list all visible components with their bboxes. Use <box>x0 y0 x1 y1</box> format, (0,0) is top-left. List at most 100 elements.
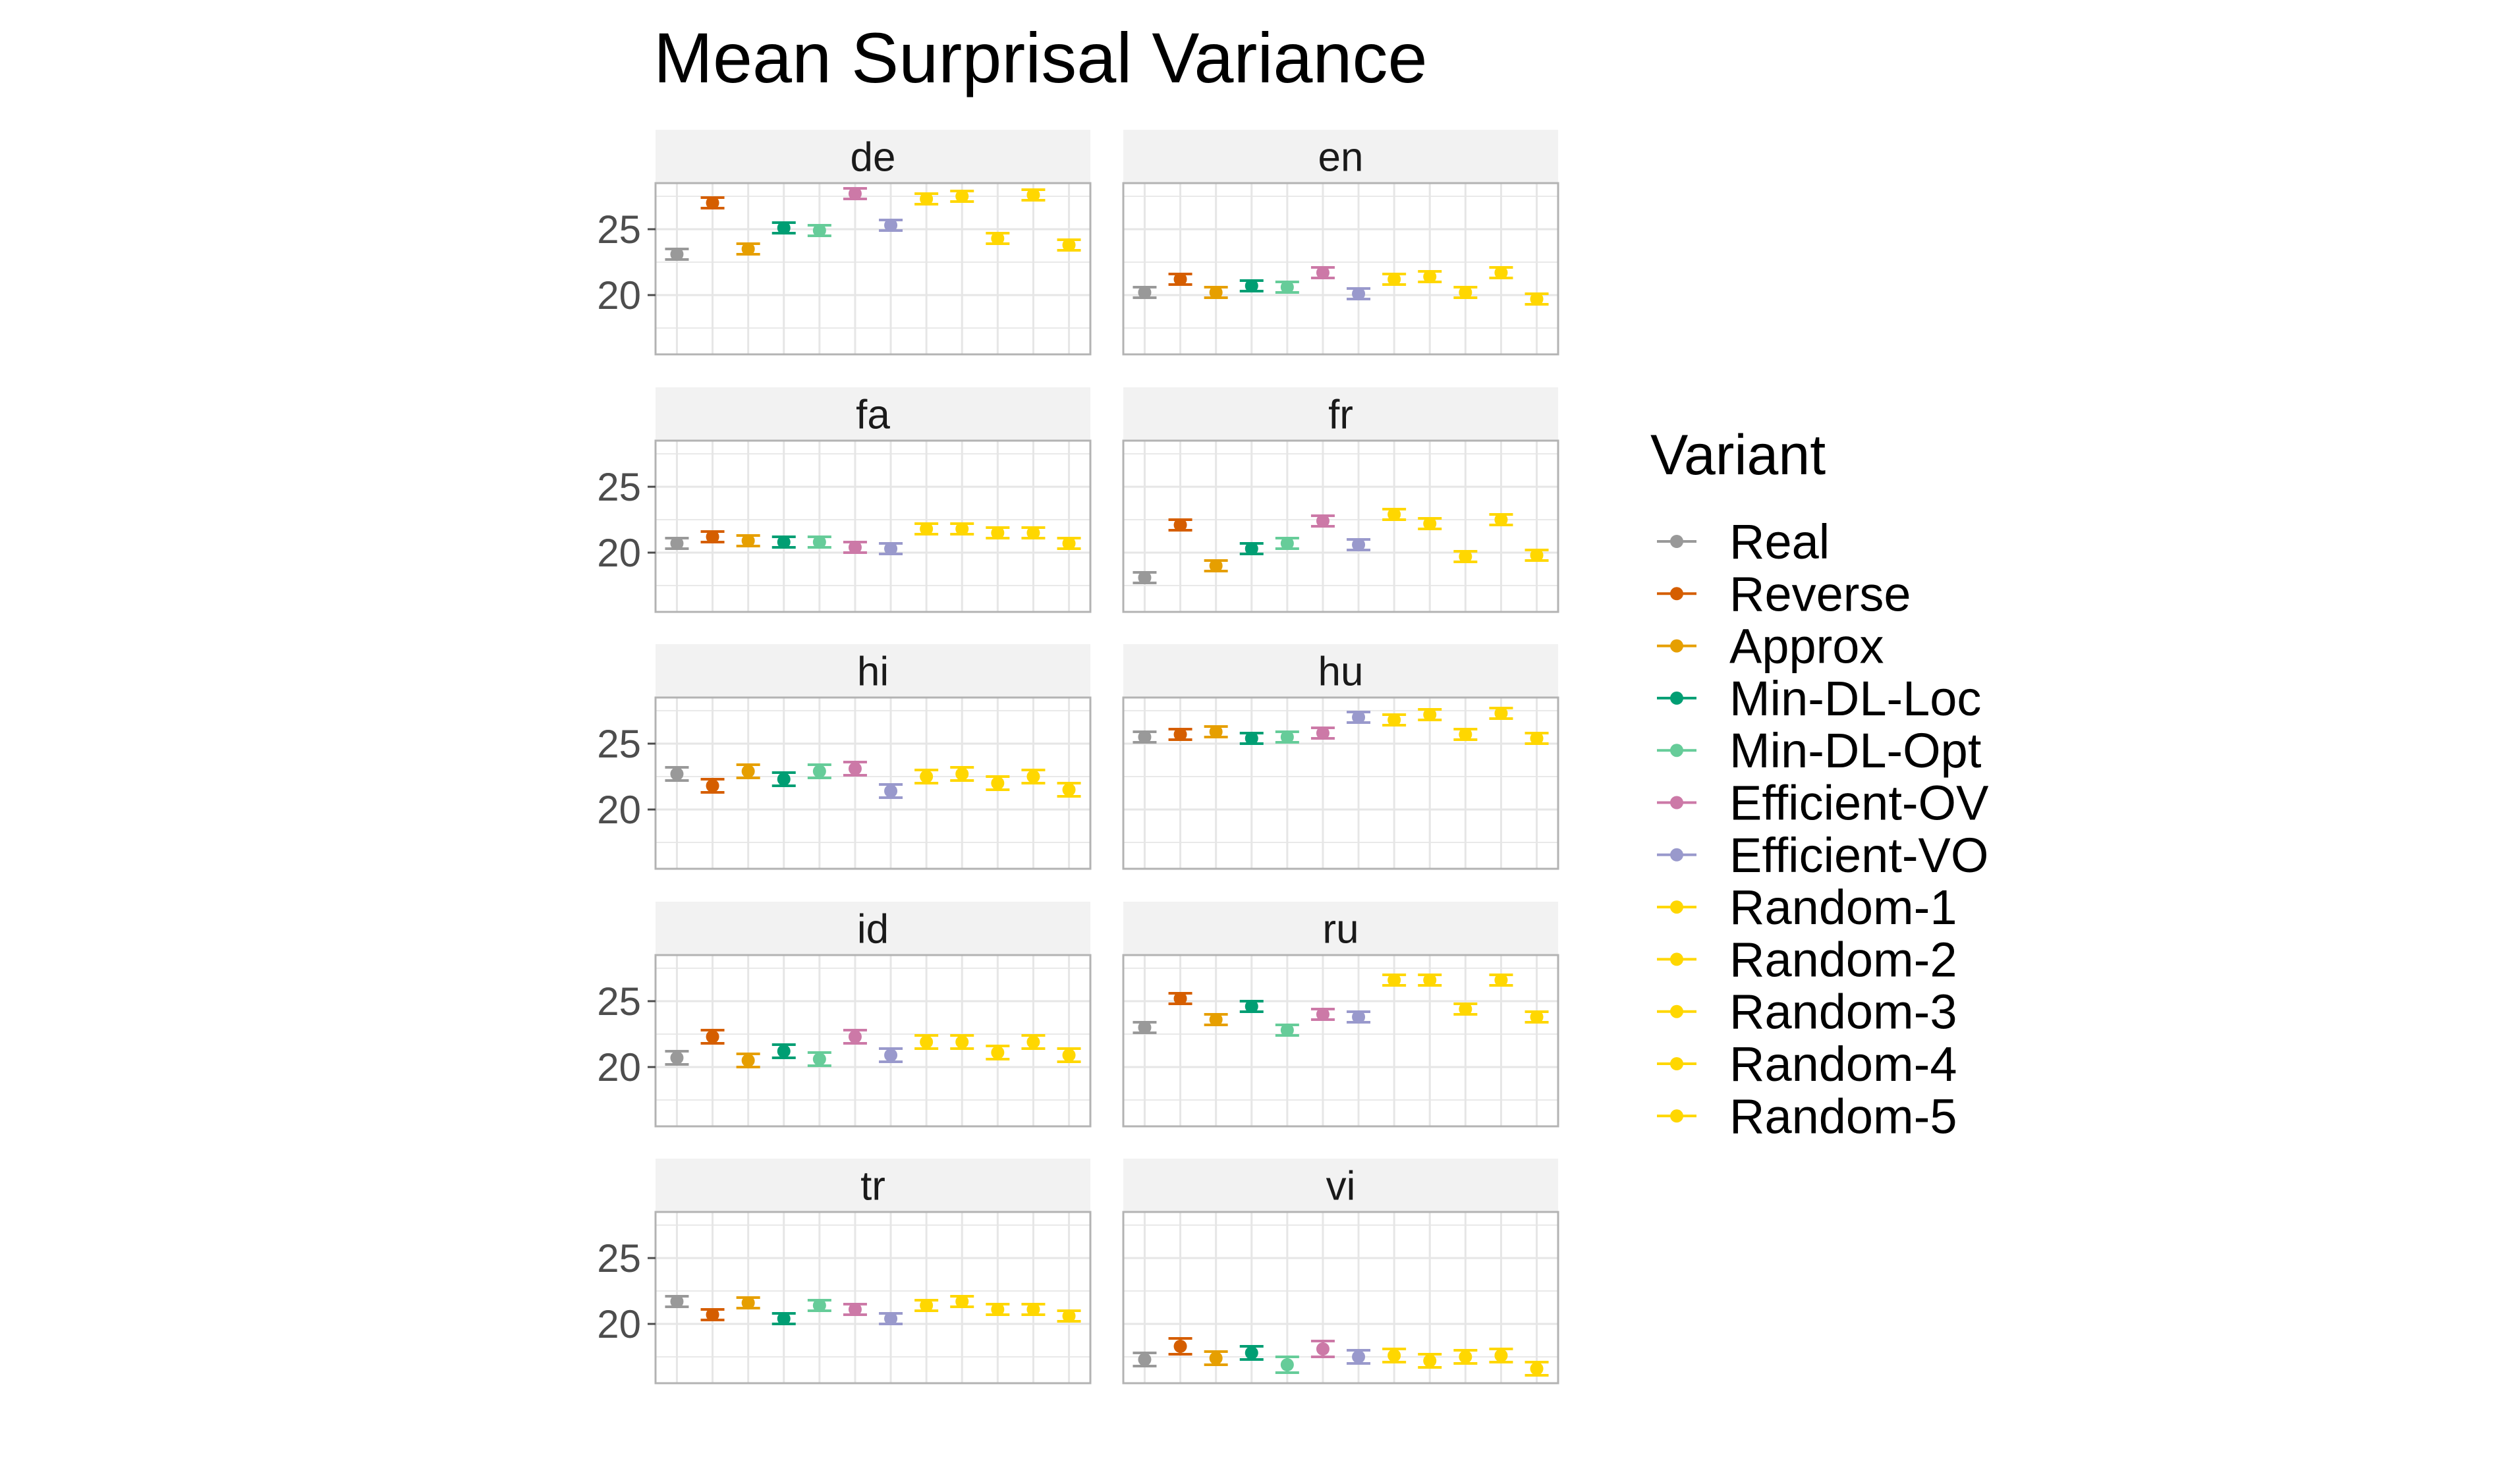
data-point-random-4 <box>1021 188 1046 202</box>
facet-strip-label: vi <box>1326 1164 1356 1209</box>
data-point-min-dl-opt <box>807 224 831 237</box>
facet-strip <box>1123 387 1558 441</box>
data-point-random-4 <box>1489 266 1513 279</box>
facet-strip-label: en <box>1318 135 1364 180</box>
data-point-random-3 <box>986 1045 1010 1060</box>
legend-label: Reverse <box>1729 566 1911 621</box>
data-point-efficient-ov <box>843 187 867 200</box>
data-point-random-2 <box>950 1295 974 1308</box>
data-point-efficient-vo <box>1347 1010 1371 1024</box>
panel-background <box>1123 955 1558 1126</box>
data-point-reverse <box>1168 992 1192 1005</box>
legend-item-approx: Approx <box>1657 619 1884 674</box>
legend-label: Random-2 <box>1729 932 1957 987</box>
data-point-min-dl-opt <box>1275 730 1299 744</box>
panel-border <box>654 182 1092 356</box>
legend-item-random-4: Random-4 <box>1657 1037 1957 1091</box>
data-point-efficient-vo <box>1347 287 1371 300</box>
data-point-efficient-vo <box>879 783 903 799</box>
data-point-min-dl-loc <box>771 535 796 549</box>
data-point-random-5 <box>1057 782 1081 798</box>
data-point-random-1 <box>914 1034 939 1050</box>
data-point-reverse <box>700 196 725 209</box>
data-point-efficient-ov <box>843 1029 867 1045</box>
panel-background <box>656 698 1090 869</box>
data-point-min-dl-opt <box>1275 281 1299 294</box>
legend-item-random-2: Random-2 <box>1657 932 1957 987</box>
legend-key-point <box>1670 587 1683 601</box>
panel-background <box>656 183 1090 354</box>
data-point-random-1 <box>1382 713 1407 727</box>
legend-label: Min-DL-Loc <box>1729 671 1981 726</box>
data-point-reverse <box>1168 728 1192 741</box>
data-point-approx <box>1204 725 1228 738</box>
panel-border <box>1122 696 1559 870</box>
data-point-random-4 <box>1021 1034 1046 1050</box>
data-point-random-2 <box>1418 1353 1442 1369</box>
data-point-random-3 <box>1453 1349 1478 1365</box>
data-point-random-4 <box>1489 707 1513 720</box>
data-point-random-1 <box>1382 974 1407 987</box>
data-point-random-2 <box>950 1034 974 1050</box>
legend-key-point <box>1670 691 1683 705</box>
facet-strip-label: hu <box>1318 649 1364 695</box>
data-point-efficient-ov <box>1310 1008 1335 1021</box>
data-point-min-dl-loc <box>1239 542 1264 555</box>
data-point-random-2 <box>1418 708 1442 721</box>
panel-border <box>654 954 1092 1128</box>
legend-key-point <box>1670 848 1683 862</box>
legend-key-point <box>1670 744 1683 757</box>
data-point-efficient-ov <box>1310 266 1335 279</box>
data-point-efficient-vo <box>1347 1349 1371 1365</box>
data-point-efficient-ov <box>1310 1340 1335 1358</box>
facet-strip <box>656 387 1090 441</box>
legend-key-point <box>1670 1004 1683 1018</box>
facet-strip <box>656 902 1090 955</box>
legend-label: Efficient-VO <box>1729 828 1988 883</box>
facet-vi: vi <box>1122 1159 1559 1385</box>
data-point-random-1 <box>1382 1348 1407 1363</box>
data-point-min-dl-loc <box>771 1312 796 1325</box>
facet-strip-label: de <box>851 135 896 180</box>
data-point-min-dl-opt <box>1275 1356 1299 1374</box>
data-point-efficient-ov <box>843 541 867 554</box>
legend-key-point <box>1670 900 1683 914</box>
legend-key-point <box>1670 952 1683 966</box>
y-tick-label: 25 <box>597 722 641 766</box>
panel-background <box>1123 183 1558 354</box>
facet-strip-label: id <box>857 907 889 952</box>
data-point-random-5 <box>1525 292 1549 306</box>
data-point-reverse <box>700 1029 725 1045</box>
data-point-random-4 <box>1489 513 1513 526</box>
y-tick-label: 20 <box>597 273 641 317</box>
data-point-real <box>1133 1352 1157 1367</box>
facet-de: de 20 25 <box>597 130 1092 356</box>
data-point-efficient-ov <box>843 761 867 777</box>
data-point-random-5 <box>1057 1309 1081 1323</box>
facet-strip <box>656 1159 1090 1212</box>
legend-label: Approx <box>1729 619 1884 674</box>
data-point-random-1 <box>1382 273 1407 286</box>
data-point-efficient-ov <box>1310 727 1335 740</box>
data-point-random-2 <box>1418 517 1442 530</box>
data-point-min-dl-loc <box>771 771 796 787</box>
data-point-min-dl-opt <box>807 763 831 779</box>
legend: Variant RealReverseApproxMin-DL-LocMin-D… <box>1650 424 1989 1143</box>
panel-background <box>1123 698 1558 869</box>
facet-strip-label: tr <box>860 1164 885 1209</box>
data-point-random-4 <box>1021 526 1046 539</box>
data-point-min-dl-opt <box>807 1051 831 1067</box>
data-point-random-1 <box>914 522 939 535</box>
data-point-random-5 <box>1525 1361 1549 1377</box>
data-point-random-1 <box>914 769 939 784</box>
data-point-min-dl-opt <box>1275 1024 1299 1037</box>
y-tick-label: 25 <box>597 465 641 509</box>
legend-label: Random-1 <box>1729 880 1957 935</box>
data-point-real <box>665 1295 689 1308</box>
data-point-real <box>1133 286 1157 299</box>
facet-en: en <box>1122 130 1559 356</box>
data-point-efficient-ov <box>1310 514 1335 528</box>
data-point-random-2 <box>1418 974 1442 987</box>
data-point-real <box>1133 1021 1157 1034</box>
